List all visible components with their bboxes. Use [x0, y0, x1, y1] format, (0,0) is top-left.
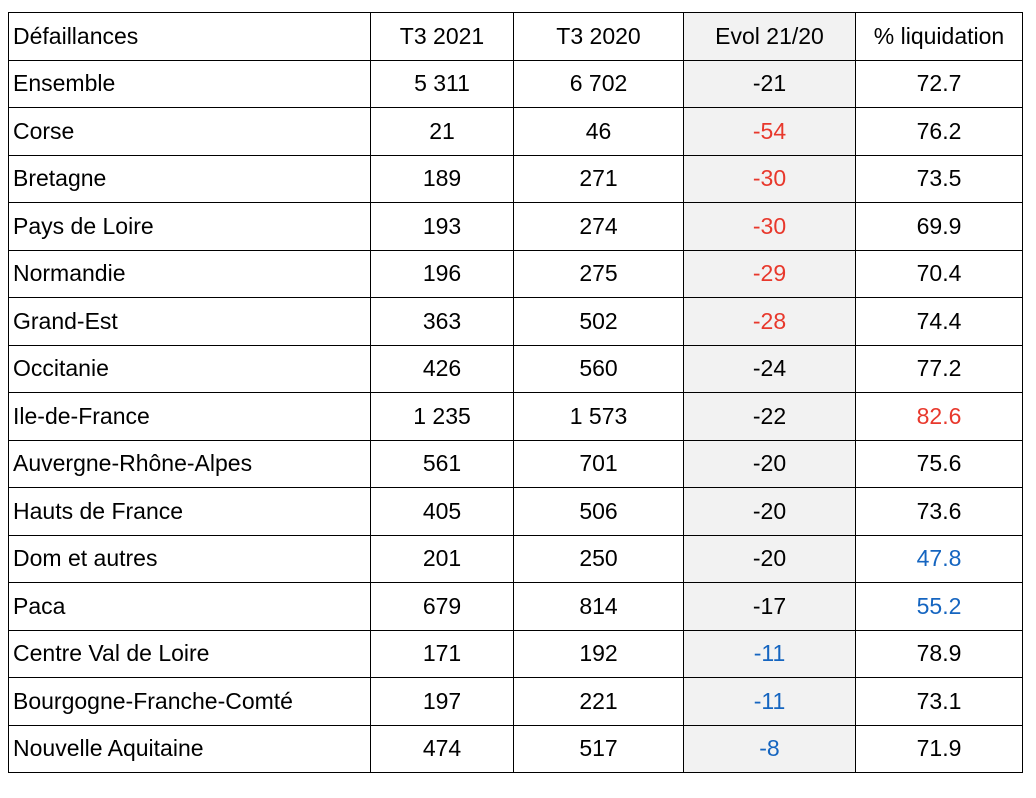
- cell: 73.5: [855, 154, 1023, 203]
- cell: Paca: [8, 582, 371, 631]
- cell: -11: [683, 629, 856, 678]
- cell: 426: [370, 344, 514, 393]
- cell: 1 573: [513, 392, 684, 441]
- cell: -20: [683, 487, 856, 536]
- cell: -11: [683, 677, 856, 726]
- table-row: Paca 679 814 -17 55.2: [8, 582, 1023, 631]
- cell: 74.4: [855, 297, 1023, 346]
- table-row: Normandie 196 275 -29 70.4: [8, 249, 1023, 298]
- table-row: Ensemble 5 311 6 702 -21 72.7: [8, 59, 1023, 108]
- cell: 76.2: [855, 107, 1023, 156]
- cell: 55.2: [855, 582, 1023, 631]
- cell: Ensemble: [8, 59, 371, 108]
- cell: Bretagne: [8, 154, 371, 203]
- cell: 197: [370, 677, 514, 726]
- cell: -20: [683, 534, 856, 583]
- cell: 1 235: [370, 392, 514, 441]
- cell: Pays de Loire: [8, 202, 371, 251]
- table-body: Défaillances T3 2021 T3 2020 Evol 21/20% li…: [8, 12, 1023, 773]
- cell: 506: [513, 487, 684, 536]
- cell: -17: [683, 582, 856, 631]
- cell: Normandie: [8, 249, 371, 298]
- cell: -22: [683, 392, 856, 441]
- cell: Auvergne-Rhône-Alpes: [8, 439, 371, 488]
- cell: 73.6: [855, 487, 1023, 536]
- cell: Bourgogne-Franche-Comté: [8, 677, 371, 726]
- header-cell: % liquidation: [855, 12, 1023, 61]
- cell: 517: [513, 724, 684, 773]
- cell: 560: [513, 344, 684, 393]
- cell: 363: [370, 297, 514, 346]
- cell: 193: [370, 202, 514, 251]
- table-row: Occitanie 426 560 -24 77.2: [8, 344, 1023, 393]
- cell: -24: [683, 344, 856, 393]
- cell: 21: [370, 107, 514, 156]
- cell: 78.9: [855, 629, 1023, 678]
- header-row: Défaillances T3 2021 T3 2020 Evol 21/20% li…: [8, 12, 1023, 61]
- cell: Grand-Est: [8, 297, 371, 346]
- cell: 5 311: [370, 59, 514, 108]
- table-row: Hauts de France 405 506 -20 73.6: [8, 487, 1023, 536]
- cell: -30: [683, 202, 856, 251]
- header-cell: T3 2020: [513, 12, 684, 61]
- cell: 221: [513, 677, 684, 726]
- table-row: Bourgogne-Franche-Comté 197 221 -11 73.1: [8, 677, 1023, 726]
- data-table: Défaillances T3 2021 T3 2020 Evol 21/20% li…: [8, 12, 1023, 773]
- cell: 189: [370, 154, 514, 203]
- cell: -20: [683, 439, 856, 488]
- cell: 201: [370, 534, 514, 583]
- cell: 502: [513, 297, 684, 346]
- cell: 69.9: [855, 202, 1023, 251]
- cell: 75.6: [855, 439, 1023, 488]
- table-row: Auvergne-Rhône-Alpes 561 701 -20 75.6: [8, 439, 1023, 488]
- cell: 77.2: [855, 344, 1023, 393]
- cell: -8: [683, 724, 856, 773]
- table-row: Dom et autres 201 250 -20 47.8: [8, 534, 1023, 583]
- header-cell: Evol 21/20: [683, 12, 856, 61]
- cell: Corse: [8, 107, 371, 156]
- table-row: Corse 21 46 -54 76.2: [8, 107, 1023, 156]
- cell: 171: [370, 629, 514, 678]
- header-cell: T3 2021: [370, 12, 514, 61]
- cell: 6 702: [513, 59, 684, 108]
- table-row: Grand-Est 363 502 -28 74.4: [8, 297, 1023, 346]
- cell: -21: [683, 59, 856, 108]
- cell: 561: [370, 439, 514, 488]
- table-row: Centre Val de Loire 171 192 -11 78.9: [8, 629, 1023, 678]
- cell: 679: [370, 582, 514, 631]
- cell: 701: [513, 439, 684, 488]
- cell: -28: [683, 297, 856, 346]
- cell: 71.9: [855, 724, 1023, 773]
- cell: Ile-de-France: [8, 392, 371, 441]
- cell: 196: [370, 249, 514, 298]
- cell: 814: [513, 582, 684, 631]
- table-row: Bretagne 189 271 -30 73.5: [8, 154, 1023, 203]
- cell: Dom et autres: [8, 534, 371, 583]
- cell: 274: [513, 202, 684, 251]
- cell: 474: [370, 724, 514, 773]
- cell: 47.8: [855, 534, 1023, 583]
- cell: 46: [513, 107, 684, 156]
- cell: 250: [513, 534, 684, 583]
- cell: Hauts de France: [8, 487, 371, 536]
- cell: 271: [513, 154, 684, 203]
- cell: 275: [513, 249, 684, 298]
- cell: 73.1: [855, 677, 1023, 726]
- header-cell: Défaillances: [8, 12, 371, 61]
- cell: -30: [683, 154, 856, 203]
- cell: -54: [683, 107, 856, 156]
- cell: 70.4: [855, 249, 1023, 298]
- table-row: Ile-de-France 1 235 1 573 -22 82.6: [8, 392, 1023, 441]
- cell: 82.6: [855, 392, 1023, 441]
- cell: 192: [513, 629, 684, 678]
- cell: Nouvelle Aquitaine: [8, 724, 371, 773]
- table-row: Pays de Loire 193 274 -30 69.9: [8, 202, 1023, 251]
- cell: Centre Val de Loire: [8, 629, 371, 678]
- cell: Occitanie: [8, 344, 371, 393]
- cell: 72.7: [855, 59, 1023, 108]
- cell: 405: [370, 487, 514, 536]
- table-row: Nouvelle Aquitaine 474 517 -8 71.9: [8, 724, 1023, 773]
- cell: -29: [683, 249, 856, 298]
